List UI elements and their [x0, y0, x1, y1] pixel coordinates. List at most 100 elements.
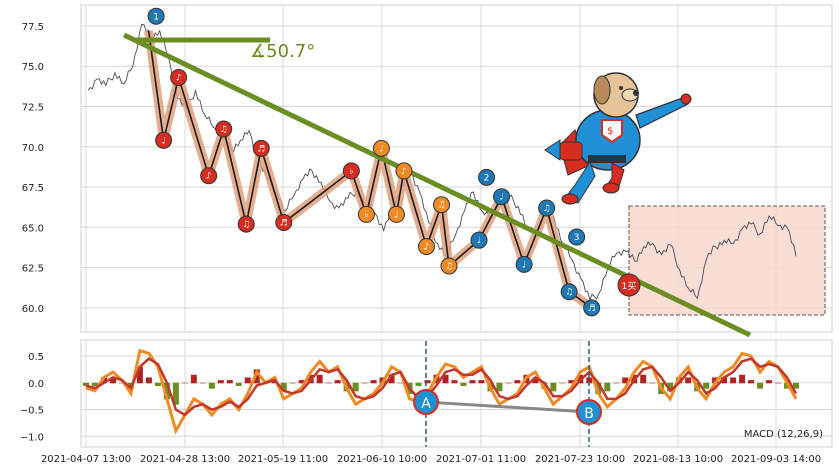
- macd-bar: [478, 380, 485, 384]
- price-y-tick: 60.0: [22, 304, 44, 315]
- wave-path: [144, 30, 595, 312]
- wave-marker: [200, 167, 218, 185]
- wave-marker: [470, 231, 488, 249]
- macd-bar: [91, 382, 98, 386]
- macd-bar: [154, 382, 161, 386]
- macd-bar: [316, 374, 323, 384]
- macd-bar: [703, 382, 710, 389]
- x-tick: 2021-09-03 14:00: [731, 454, 821, 465]
- divergence-marker-b: B: [576, 399, 602, 425]
- price-series-path: [87, 23, 797, 302]
- wave-marker-label: ♫: [565, 288, 573, 298]
- wave-marker-label: ♬: [280, 218, 288, 228]
- macd-y-axis: 0.5 0.0 −0.5 −1.0: [20, 352, 44, 443]
- macd-bar: [253, 369, 260, 384]
- wave-marker-label: ♬: [257, 144, 265, 154]
- wave-marker: [215, 120, 233, 138]
- macd-bar: [397, 382, 404, 384]
- wave-marker: [155, 131, 173, 149]
- macd-bar: [559, 382, 566, 384]
- macd-bar: [613, 382, 620, 384]
- price-y-tick: 77.5: [22, 22, 44, 33]
- x-axis: 2021-04-07 13:00 2021-04-28 13:00 2021-05-…: [41, 454, 821, 465]
- wave-marker-label: ♫: [437, 201, 445, 211]
- buy-signal: 1买: [617, 273, 641, 297]
- macd-bar: [415, 382, 422, 386]
- macd-bar: [793, 382, 799, 389]
- wave-marker: [417, 238, 435, 256]
- macd-bar: [136, 366, 143, 384]
- price-line: [87, 23, 797, 302]
- macd-bar: [757, 382, 764, 389]
- wave-marker: [275, 213, 293, 231]
- wave-marker: [357, 205, 375, 223]
- macd-bar: [280, 382, 287, 392]
- wave-marker-label: ♩: [161, 136, 165, 146]
- wave-marker-label: ♭: [364, 210, 368, 220]
- macd-bar: [352, 382, 359, 392]
- macd-bar: [766, 380, 773, 384]
- wave-marker: [372, 139, 390, 157]
- macd-bar: [325, 382, 332, 384]
- wave-marker: [342, 162, 360, 180]
- macd-y-tick: −0.5: [20, 406, 44, 417]
- x-tick: 2021-07-01 11:00: [436, 454, 526, 465]
- macd-bar: [775, 382, 782, 384]
- macd-bar: [604, 382, 611, 392]
- wave-marker: [432, 196, 450, 214]
- macd-bar: [118, 382, 125, 384]
- x-tick: 2021-06-10 10:00: [337, 454, 427, 465]
- macd-bar: [199, 382, 206, 384]
- trend-angle-label: ∡50.7°: [250, 41, 315, 62]
- wave-marker-label: ♩: [522, 260, 526, 270]
- wave-marker: [387, 205, 405, 223]
- wave-marker-label: ♭: [349, 167, 353, 177]
- wave-marker-label: ♩: [379, 144, 383, 154]
- macd-bar: [208, 382, 215, 389]
- macd-bar: [505, 382, 512, 384]
- svg-text:B: B: [584, 406, 594, 422]
- macd-bar: [181, 382, 188, 384]
- superhero-dog-illustration: $: [544, 72, 692, 205]
- macd-bar: [244, 377, 251, 384]
- wave-marker-label: ♫: [445, 262, 453, 272]
- macd-y-tick: 0.5: [28, 352, 44, 363]
- price-y-tick: 62.5: [22, 264, 44, 275]
- macd-bar: [226, 380, 233, 384]
- wave-marker: [560, 283, 578, 301]
- wave-marker: [170, 68, 188, 86]
- macd-bar: [190, 374, 197, 384]
- x-tick: 2021-08-13 10:00: [633, 454, 723, 465]
- wave-marker-label: ♪: [424, 243, 430, 253]
- macd-y-tick: 0.0: [28, 379, 44, 390]
- price-y-axis: 77.5 75.0 72.5 70.0 67.5 65.0 62.5 60.0: [22, 22, 44, 315]
- pivot-box: [628, 205, 826, 316]
- buy-marker-label: 1买: [622, 281, 637, 292]
- macd-bar: [334, 380, 341, 384]
- wave-marker-label: ♫: [220, 125, 228, 135]
- divergence-connector: [425, 400, 590, 414]
- wave-marker: [395, 162, 413, 180]
- macd-bar: [712, 377, 719, 384]
- x-tick: 2021-04-28 13:00: [140, 454, 230, 465]
- macd-bar: [145, 377, 152, 384]
- price-y-tick: 65.0: [22, 223, 44, 234]
- macd-bar: [730, 377, 737, 384]
- macd-bar: [370, 380, 377, 384]
- price-y-tick: 67.5: [22, 183, 44, 194]
- macd-bar: [550, 382, 557, 392]
- wave-marker: [440, 257, 458, 275]
- macd-bar: [514, 380, 521, 384]
- macd-bar: [442, 374, 449, 384]
- macd-bar: [235, 382, 242, 386]
- macd-bar: [289, 382, 296, 384]
- price-y-tick: 72.5: [22, 102, 44, 113]
- macd-bar: [298, 380, 305, 384]
- wave-marker-label: ♩: [394, 210, 398, 220]
- numbered-marker: [147, 7, 165, 25]
- macd-bar: [100, 377, 107, 384]
- macd-bar: [721, 377, 728, 384]
- price-y-tick: 75.0: [22, 62, 44, 73]
- wave-marker-label: ♫: [242, 220, 250, 230]
